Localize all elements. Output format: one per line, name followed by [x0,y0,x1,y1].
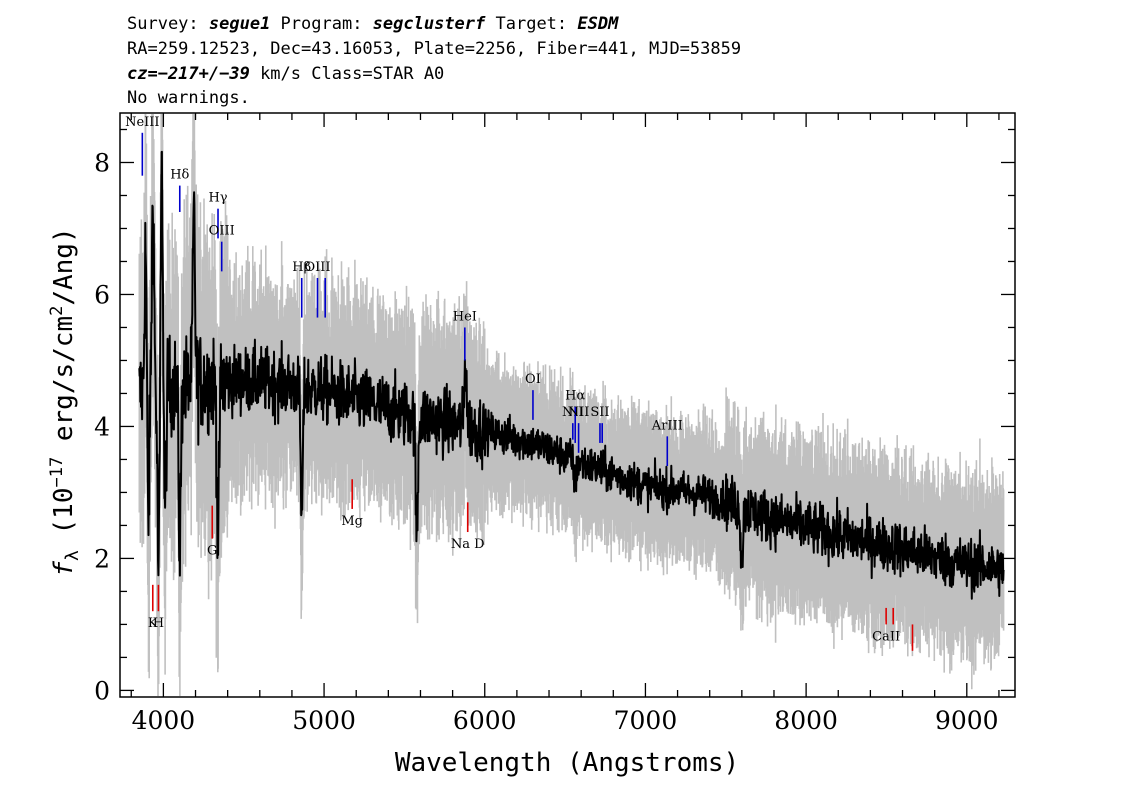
spectral-line-label: OIII [304,260,330,275]
y-tick-label: 8 [94,148,110,177]
spectral-line-label: HeI [453,309,477,324]
x-tick-label: 6000 [453,706,517,735]
axes-layer: 4000 5000 6000 7000 8000 9000 0 2 4 6 8 [94,112,1016,735]
spectral-line-label: Hβ [292,260,311,275]
header-line-4: No warnings. [127,88,250,108]
flux-series-line [138,150,1005,600]
x-tick-label: 8000 [774,706,838,735]
spectral-line-label: Mg [341,514,363,529]
y-axis-label: fλ (10−17 erg/s/cm2/Ang) [47,227,83,576]
x-axis-label: Wavelength (Angstroms) [395,748,739,778]
spectral-line-label: NeIII [125,115,159,130]
spectral-line-label: OI [525,372,541,387]
x-tick-label: 7000 [614,706,678,735]
spectral-line-label: Hγ [208,191,227,206]
header-line-1: Survey: segue1 Program: segclusterf Targ… [127,14,619,34]
spectral-line-label: OIII [209,224,235,239]
y-tick-label: 2 [94,544,110,573]
x-tick-label: 4000 [132,706,196,735]
spectral-line-label: ArIII [651,418,683,433]
spectrum-header: Survey: segue1 Program: segclusterf Targ… [127,14,741,108]
y-tick-label: 6 [94,280,110,309]
x-tick-label: 9000 [935,706,999,735]
y-tick-label: 0 [94,676,110,705]
spectral-line-label: NII [568,405,590,420]
spectral-line-label: G [207,544,217,559]
plot-frame [119,112,1016,698]
spectral-line-label: K [148,616,158,631]
spectral-line-label: Hα [565,389,585,404]
spectral-line-label: NII [562,405,584,420]
spectral-line-label: H [153,616,164,631]
y-tick-label: 4 [94,412,110,441]
spectral-line-label: SII [590,405,609,420]
header-line-3: cz=−217+/−39 km/s Class=STAR A0 [127,64,444,84]
spectral-line-label: Na D [451,537,485,552]
x-tick-label: 5000 [292,706,356,735]
plot-layer [138,114,1005,696]
spectral-line-label: Hδ [170,168,189,183]
header-line-2: RA=259.12523, Dec=43.16053, Plate=2256, … [127,39,741,59]
spectral-line-label: CaII [872,629,900,644]
